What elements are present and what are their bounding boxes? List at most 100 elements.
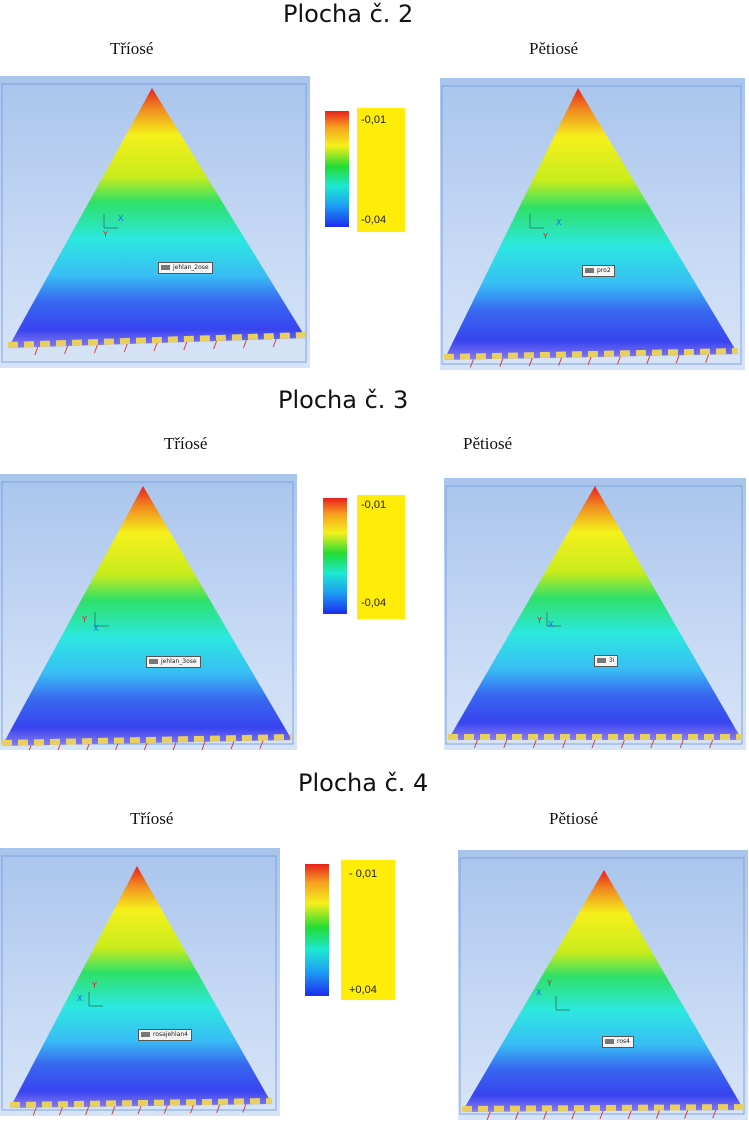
base-tick-mark bbox=[216, 1104, 221, 1113]
legend-min-value: +0,04 bbox=[349, 984, 377, 996]
axis-y-label: Y bbox=[547, 979, 552, 988]
base-tick-mark bbox=[571, 1111, 576, 1120]
base-tick-mark bbox=[123, 343, 128, 353]
deviation-map-petiose-plocha-4: ros4 X Y bbox=[458, 850, 748, 1120]
base-tick-mark bbox=[86, 744, 90, 750]
base-tick-mark bbox=[599, 1110, 604, 1120]
coordinate-axes-icon bbox=[546, 612, 561, 627]
base-tick-mark bbox=[213, 340, 218, 350]
pyramid-surface bbox=[444, 88, 738, 360]
base-tick-mark bbox=[627, 1110, 632, 1119]
base-tick-mark bbox=[201, 741, 206, 750]
model-label-tag: jehlan_3ose bbox=[146, 656, 201, 668]
base-tick-mark bbox=[242, 1104, 247, 1113]
base-tick-mark bbox=[543, 1111, 548, 1120]
model-label-tag: ros4 bbox=[602, 1036, 634, 1048]
viewport-frame bbox=[1, 83, 307, 363]
label-triose-plocha-2: Tříosé bbox=[110, 39, 154, 58]
axis-x-label: X bbox=[548, 620, 554, 629]
pyramid-base-rim bbox=[1, 734, 293, 746]
base-tick-mark bbox=[616, 356, 621, 365]
model-label-tag: rosajehlan4 bbox=[138, 1029, 192, 1041]
base-tick-mark bbox=[705, 354, 710, 363]
model-label-tag: jehlan_2ose bbox=[158, 262, 213, 274]
color-scale-bar bbox=[323, 498, 347, 614]
legend-value-box bbox=[357, 495, 405, 619]
label-triose-plocha-4: Tříosé bbox=[130, 809, 174, 828]
legend-max-value: -0,01 bbox=[361, 499, 387, 511]
base-tick-mark bbox=[591, 739, 596, 749]
axis-y-label: Y bbox=[82, 615, 87, 624]
base-tick-mark bbox=[259, 740, 264, 749]
base-tick-mark bbox=[115, 743, 119, 750]
base-tick-mark bbox=[620, 739, 625, 749]
base-tick-mark bbox=[111, 1106, 116, 1115]
legend-max-value: - 0,01 bbox=[349, 868, 378, 880]
base-tick-mark bbox=[558, 357, 563, 366]
coordinate-axes-icon bbox=[94, 612, 109, 627]
base-tick-mark bbox=[183, 341, 188, 351]
section-title-plocha-2: Plocha č. 2 bbox=[283, 0, 414, 28]
base-tick-mark bbox=[230, 741, 235, 750]
base-tick-mark bbox=[64, 345, 69, 355]
legend-value-box bbox=[357, 108, 405, 232]
color-scale-bar bbox=[305, 864, 329, 996]
coordinate-axes-icon bbox=[88, 992, 103, 1007]
pyramid-base-rim bbox=[443, 348, 739, 360]
base-tick-mark bbox=[57, 744, 61, 750]
pyramid-surface bbox=[448, 486, 742, 740]
base-tick-mark bbox=[153, 342, 158, 352]
axis-y-label: Y bbox=[92, 981, 97, 990]
base-tick-mark bbox=[32, 1107, 37, 1116]
base-tick-mark bbox=[93, 344, 98, 354]
label-petiose-plocha-3: Pětiosé bbox=[463, 434, 513, 453]
base-tick-mark bbox=[143, 742, 148, 750]
base-tick-mark bbox=[58, 1107, 63, 1116]
coordinate-axes-icon bbox=[529, 214, 544, 229]
legend-max-value: -0,01 bbox=[361, 114, 387, 126]
label-petiose-plocha-4: Pětiosé bbox=[549, 809, 599, 828]
coordinate-axes-icon bbox=[103, 214, 118, 229]
legend-min-value: -0,04 bbox=[361, 214, 387, 226]
base-tick-mark bbox=[137, 1105, 142, 1115]
pyramid-base-rim bbox=[7, 332, 307, 348]
base-tick-mark bbox=[172, 742, 177, 750]
axis-x-label: X bbox=[536, 988, 542, 997]
color-legend-plocha-2: -0,01 -0,04 bbox=[325, 108, 407, 234]
base-tick-mark bbox=[503, 739, 508, 749]
base-tick-mark bbox=[85, 1106, 90, 1115]
pyramid-surface bbox=[10, 866, 272, 1108]
label-triose-plocha-3: Tříosé bbox=[164, 434, 208, 453]
base-tick-mark bbox=[684, 1110, 689, 1119]
axis-y-label: Y bbox=[537, 616, 542, 625]
base-tick-mark bbox=[189, 1105, 194, 1114]
base-tick-mark bbox=[528, 358, 533, 367]
coordinate-axes-icon bbox=[555, 996, 570, 1011]
base-tick-mark bbox=[712, 1110, 717, 1119]
deviation-map-petiose-plocha-3: 3i X Y bbox=[444, 478, 746, 750]
model-label-tag: 3i bbox=[594, 655, 619, 667]
model-label-tag: pro2 bbox=[582, 265, 615, 277]
base-tick-mark bbox=[675, 355, 680, 364]
deviation-map-triose-plocha-2: jehlan_2ose X Y bbox=[0, 76, 310, 368]
color-legend-plocha-3: -0,01 -0,04 bbox=[323, 495, 413, 625]
deviation-map-triose-plocha-3: jehlan_3ose X Y bbox=[0, 474, 297, 750]
base-tick-mark bbox=[469, 359, 474, 368]
base-tick-mark bbox=[514, 1111, 519, 1120]
base-tick-mark bbox=[587, 356, 592, 366]
base-tick-mark bbox=[679, 739, 684, 749]
base-tick-mark bbox=[562, 739, 567, 749]
axis-y-label: Y bbox=[543, 232, 548, 241]
base-tick-mark bbox=[499, 358, 504, 367]
base-tick-mark bbox=[532, 739, 537, 749]
axis-x-label: X bbox=[556, 218, 562, 227]
base-tick-mark bbox=[34, 346, 39, 356]
base-tick-mark bbox=[272, 338, 277, 348]
legend-min-value: -0,04 bbox=[361, 597, 387, 609]
viewport-frame bbox=[441, 85, 742, 365]
base-tick-mark bbox=[473, 739, 478, 749]
axis-x-label: X bbox=[77, 994, 83, 1003]
base-tick-mark bbox=[646, 355, 651, 364]
pyramid-surface bbox=[2, 486, 292, 746]
pyramid-surface bbox=[462, 870, 744, 1112]
